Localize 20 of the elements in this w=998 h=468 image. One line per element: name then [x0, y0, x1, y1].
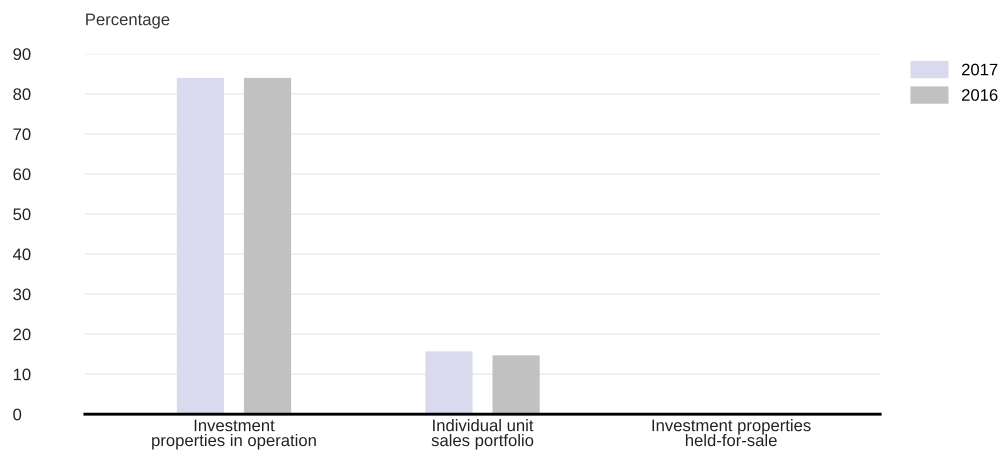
bar [425, 351, 473, 414]
x-tick-label: Investment properties held-for-sale [652, 419, 811, 446]
y-tick-label: 10 [14, 368, 30, 380]
y-tick-label: 70 [13, 128, 30, 140]
x-tick-label: Individual unit sales portfolio [432, 419, 534, 450]
y-tick-label: 20 [13, 328, 30, 340]
y-tick-label: 80 [13, 88, 30, 100]
y-tick-label: 90 [13, 48, 30, 60]
y-tick-label: 30 [13, 288, 30, 300]
bar [176, 78, 224, 414]
x-tick-label: Investment properties in operation [152, 420, 316, 450]
legend-label: 2016 [962, 89, 998, 101]
y-tick-label: 60 [13, 168, 30, 180]
y-tick-label: 40 [12, 248, 30, 260]
legend-label: 2017 [962, 64, 998, 76]
y-axis-title: Percentage [86, 14, 170, 29]
bar [244, 78, 292, 414]
y-tick-label: 0 [13, 408, 22, 420]
bar [492, 355, 540, 414]
y-tick-label: 50 [13, 208, 30, 220]
